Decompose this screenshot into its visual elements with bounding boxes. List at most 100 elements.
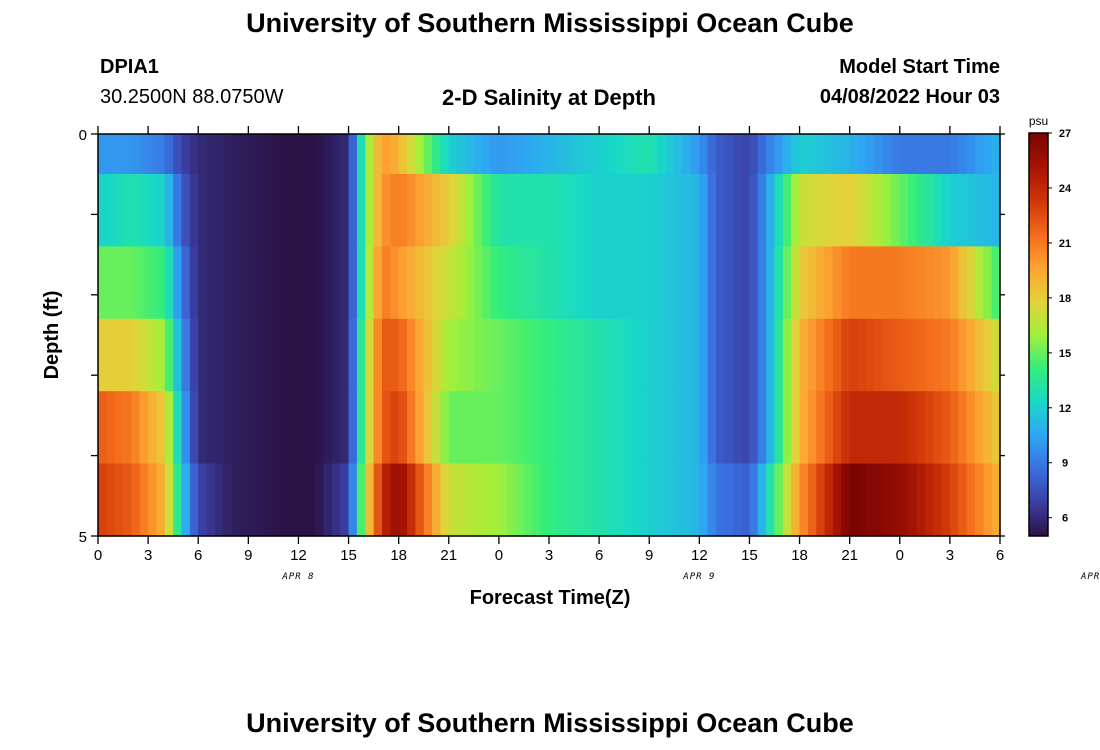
heatmap-cell	[139, 318, 149, 392]
heatmap-cell	[849, 463, 859, 537]
heatmap-cell	[757, 134, 767, 175]
heatmap-cell	[582, 463, 592, 537]
heatmap-cell	[916, 134, 926, 175]
heatmap-cell	[164, 246, 174, 320]
heatmap-cell	[908, 463, 918, 537]
heatmap-cell	[741, 134, 751, 175]
heatmap-cell	[807, 391, 817, 465]
heatmap-cell	[665, 134, 675, 175]
heatmap-cell	[181, 246, 191, 320]
heatmap-cell	[273, 174, 283, 247]
heatmap-cell	[699, 174, 709, 247]
heatmap-cell	[256, 463, 266, 537]
heatmap-cell	[716, 174, 725, 247]
heatmap-cell	[674, 318, 684, 392]
heatmap-cell	[498, 246, 508, 320]
heatmap-cell	[640, 134, 650, 175]
heatmap-cell	[874, 463, 884, 537]
heatmap-cell	[582, 318, 592, 392]
heatmap-cell	[816, 463, 826, 537]
heatmap-cell	[148, 391, 158, 465]
heatmap-cell	[306, 246, 316, 320]
heatmap-cell	[649, 246, 659, 320]
heatmap-cell	[340, 134, 350, 175]
heatmap-cell	[281, 463, 291, 537]
heatmap-cell	[615, 318, 625, 392]
heatmap-cell	[265, 391, 274, 465]
y-tick-label: 0	[79, 127, 87, 144]
heatmap-cell	[816, 174, 826, 247]
heatmap-cell	[632, 318, 642, 392]
heatmap-cell	[331, 391, 341, 465]
station-id: DPIA1	[100, 56, 159, 78]
heatmap-cell	[198, 134, 208, 175]
heatmap-cell	[290, 174, 300, 247]
heatmap-cell	[448, 174, 458, 247]
heatmap-cell	[557, 246, 567, 320]
heatmap-cell	[699, 391, 709, 465]
heatmap-cell	[156, 463, 166, 537]
heatmap-cell	[198, 318, 208, 392]
heatmap-cell	[306, 134, 316, 175]
heatmap-cell	[924, 463, 934, 537]
heatmap-cell	[365, 246, 375, 320]
heatmap-cell	[498, 134, 508, 175]
heatmap-cell	[624, 174, 634, 247]
heatmap-cell	[131, 463, 141, 537]
heatmap-cell	[315, 134, 325, 175]
heatmap-cell	[707, 174, 717, 247]
heatmap-cell	[515, 318, 525, 392]
x-tick-label: 18	[791, 547, 808, 564]
heatmap-cell	[916, 318, 926, 392]
x-tick-label: 15	[340, 547, 357, 564]
heatmap-cell	[716, 318, 725, 392]
heatmap-cell	[114, 463, 124, 537]
heatmap-cell	[933, 134, 943, 175]
y-tick-label: 5	[79, 529, 87, 546]
heatmap-cell	[624, 318, 634, 392]
heatmap-cell	[457, 318, 467, 392]
heatmap-cell	[239, 318, 249, 392]
heatmap-cell	[874, 318, 884, 392]
heatmap-cell	[173, 318, 183, 392]
heatmap-cell	[482, 391, 492, 465]
heatmap-cell	[574, 246, 584, 320]
heatmap-cell	[933, 174, 943, 247]
heatmap-cell	[223, 391, 233, 465]
heatmap-cell	[649, 463, 659, 537]
heatmap-cell	[198, 174, 208, 247]
heatmap-cell	[858, 246, 867, 320]
heatmap-cell	[682, 318, 692, 392]
heatmap-cell	[331, 174, 341, 247]
heatmap-cell	[557, 318, 567, 392]
heatmap-cell	[574, 318, 584, 392]
heatmap-cell	[482, 463, 492, 537]
heatmap-cell	[665, 174, 675, 247]
heatmap-cell	[423, 174, 433, 247]
heatmap-cell	[841, 246, 851, 320]
heatmap-cell	[782, 463, 792, 537]
heatmap-cell	[398, 463, 408, 537]
heatmap-cell	[590, 391, 600, 465]
heatmap-cell	[331, 246, 341, 320]
heatmap-cell	[298, 246, 308, 320]
heatmap-cell	[707, 134, 717, 175]
heatmap-cell	[674, 174, 684, 247]
heatmap-cell	[883, 391, 893, 465]
heatmap-cell	[841, 134, 851, 175]
heatmap-cell	[916, 174, 926, 247]
heatmap-cell	[373, 463, 383, 537]
heatmap-cell	[189, 174, 199, 247]
heatmap-cell	[265, 463, 274, 537]
heatmap-cell	[807, 174, 817, 247]
heatmap-cell	[214, 318, 224, 392]
heatmap-cell	[682, 391, 692, 465]
heatmap-cell	[849, 174, 859, 247]
heatmap-cell	[891, 246, 901, 320]
heatmap-cell	[582, 134, 592, 175]
heatmap-cell	[974, 246, 984, 320]
heatmap-cell	[106, 246, 116, 320]
heatmap-cell	[398, 246, 408, 320]
heatmap-cell	[432, 134, 442, 175]
heatmap-cell	[340, 246, 350, 320]
